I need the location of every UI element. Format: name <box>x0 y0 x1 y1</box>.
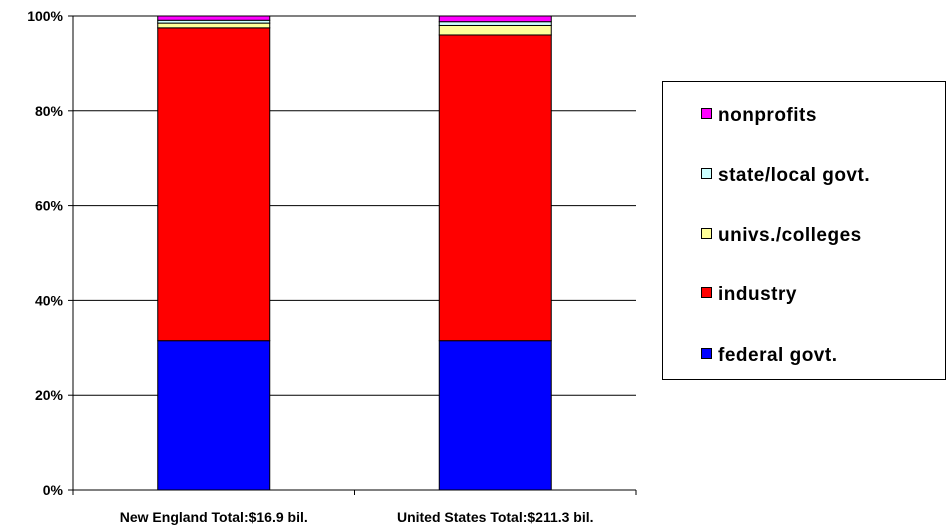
bar-segment-nonprofits <box>157 15 271 21</box>
legend-label: univs./colleges <box>718 225 862 246</box>
legend-item: state/local govt. <box>701 164 870 188</box>
legend-item: nonprofits <box>701 104 817 128</box>
x-category-label: United States Total:$211.3 bil. <box>397 509 594 525</box>
bar-segment-industry <box>157 27 271 342</box>
y-tick-label: 100% <box>27 8 63 24</box>
legend-swatch <box>701 286 712 298</box>
y-tick-label: 0% <box>43 482 64 498</box>
legend-swatch <box>701 107 712 119</box>
legend-item: federal govt. <box>701 344 837 368</box>
axes <box>68 15 637 495</box>
legend-swatch <box>701 227 712 239</box>
y-tick-label: 60% <box>35 198 64 214</box>
bars <box>157 15 552 491</box>
legend-label: nonprofits <box>718 105 817 126</box>
y-tick-label: 40% <box>35 292 64 308</box>
bar-segment-state-local-govt <box>438 21 552 26</box>
bar-segment-industry <box>438 34 552 342</box>
legend-item: industry <box>701 283 797 307</box>
legend-label: state/local govt. <box>718 165 871 186</box>
bar-segment-nonprofits <box>438 15 552 23</box>
x-category-label: New England Total:$16.9 bil. <box>120 509 308 525</box>
y-tick-label: 20% <box>35 387 64 403</box>
bar-segment-federal-govt <box>438 340 552 491</box>
legend-label: federal govt. <box>718 345 838 366</box>
y-tick-labels: 0% 20% 40% 60% 80% 100% <box>27 8 63 498</box>
x-category-labels: New England Total:$16.9 bil. United State… <box>120 509 594 525</box>
bar-segment-univs-colleges <box>438 24 552 36</box>
bar-segment-federal-govt <box>157 340 271 491</box>
bar-segment-univs-colleges <box>157 22 271 29</box>
legend: nonprofits state/local govt. univs./colleg… <box>662 81 946 380</box>
legend-label: industry <box>718 284 797 305</box>
y-tick-label: 80% <box>35 103 64 119</box>
legend-item: univs./colleges <box>701 224 862 248</box>
legend-swatch <box>701 347 712 359</box>
legend-swatch <box>701 167 712 179</box>
